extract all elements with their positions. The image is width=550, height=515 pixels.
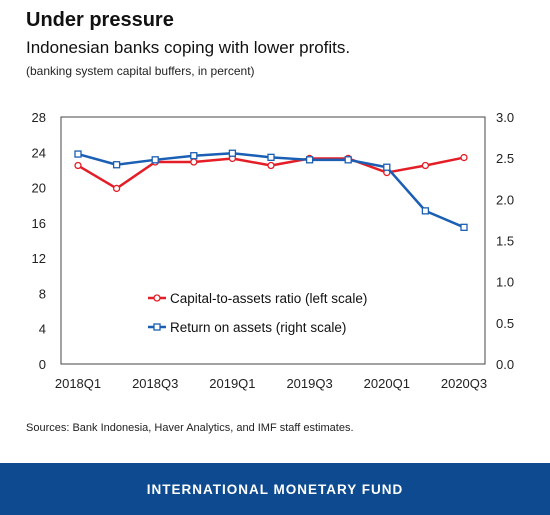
left-axis-tick-label: 20 xyxy=(32,181,46,196)
return-on-assets-point xyxy=(383,163,391,171)
x-axis-tick-label: 2019Q1 xyxy=(209,376,255,391)
right-axis-tick-label: 0.5 xyxy=(496,316,514,331)
line-chart: 0 4 8 12 16 20 24 28 0.0 0.5 1.0 1.5 2.0 2.5 3.0 2018… xyxy=(32,110,515,391)
left-axis-tick-label: 16 xyxy=(32,216,46,231)
legend-marker-return-on-assets xyxy=(153,323,161,331)
return-on-assets-point xyxy=(74,150,82,158)
right-axis-tick-label: 2.5 xyxy=(496,151,514,166)
return-on-assets-point xyxy=(267,153,275,161)
right-axis: 0.0 0.5 1.0 1.5 2.0 2.5 3.0 xyxy=(496,110,514,372)
x-axis-tick-label: 2020Q1 xyxy=(364,376,410,391)
right-axis-tick-label: 1.0 xyxy=(496,275,514,290)
plot-area-frame xyxy=(60,116,486,365)
x-axis-tick-label: 2020Q3 xyxy=(441,376,487,391)
right-axis-tick-label: 2.0 xyxy=(496,192,514,207)
chart-subtitle: Indonesian banks coping with lower profi… xyxy=(26,38,351,57)
sources-note: Sources: Bank Indonesia, Haver Analytics… xyxy=(26,422,354,434)
footer-banner: INTERNATIONAL MONETARY FUND xyxy=(0,463,550,515)
left-axis: 0 4 8 12 16 20 24 28 xyxy=(32,110,46,372)
capital-to-assets-point xyxy=(267,161,275,170)
legend: Capital-to-assets ratio (left scale) Retu… xyxy=(148,291,367,335)
capital-to-assets-point xyxy=(421,161,430,170)
x-axis-tick-label: 2019Q3 xyxy=(286,376,332,391)
return-on-assets-point xyxy=(460,223,468,231)
left-axis-tick-label: 8 xyxy=(39,286,46,301)
return-on-assets-point xyxy=(112,161,121,169)
series-layer xyxy=(74,149,468,231)
return-on-assets-point xyxy=(228,149,237,157)
left-axis-tick-label: 24 xyxy=(32,145,46,160)
right-axis-tick-label: 0.0 xyxy=(496,357,514,372)
right-axis-tick-label: 3.0 xyxy=(496,110,514,125)
capital-to-assets-point xyxy=(190,158,198,166)
capital-to-assets-point xyxy=(460,153,468,162)
capital-to-assets-point xyxy=(112,184,121,193)
legend-label-capital-to-assets: Capital-to-assets ratio (left scale) xyxy=(170,291,367,306)
return-on-assets-point xyxy=(190,152,198,160)
left-axis-tick-label: 4 xyxy=(39,322,46,337)
x-axis-tick-label: 2018Q3 xyxy=(132,376,178,391)
x-axis-tick-label: 2018Q1 xyxy=(55,376,101,391)
right-axis-tick-label: 1.5 xyxy=(496,234,514,249)
left-axis-tick-label: 12 xyxy=(32,251,46,266)
footer-label: INTERNATIONAL MONETARY FUND xyxy=(146,481,404,497)
capital-to-assets-point xyxy=(74,161,82,170)
left-axis-tick-label: 0 xyxy=(39,357,46,372)
legend-label-return-on-assets: Return on assets (right scale) xyxy=(170,320,346,335)
left-axis-tick-label: 28 xyxy=(32,110,46,125)
return-on-assets-point xyxy=(151,156,159,164)
chart-units-note: (banking system capital buffers, in perc… xyxy=(26,64,255,78)
legend-marker-capital-to-assets xyxy=(153,294,161,302)
x-axis: 2018Q1 2018Q3 2019Q1 2019Q3 2020Q1 2020Q3 xyxy=(55,376,487,391)
return-on-assets-point xyxy=(305,156,314,164)
return-on-assets-point xyxy=(344,156,352,164)
return-on-assets-point xyxy=(421,207,430,215)
chart-title: Under pressure xyxy=(26,9,174,31)
